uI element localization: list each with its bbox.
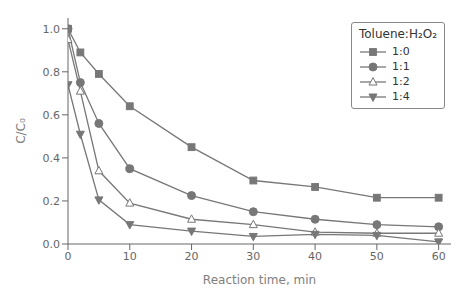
svg-text:20: 20 bbox=[185, 250, 199, 263]
svg-text:C/C₀: C/C₀ bbox=[14, 118, 28, 144]
svg-text:0.4: 0.4 bbox=[43, 152, 61, 165]
html-text:1:1: 1:1 bbox=[391, 60, 410, 73]
svg-text:0: 0 bbox=[65, 250, 72, 263]
html-text:1:0: 1:0 bbox=[391, 45, 410, 58]
html-text:1:4: 1:4 bbox=[391, 90, 410, 103]
svg-text:0.8: 0.8 bbox=[43, 66, 61, 79]
svg-text:60: 60 bbox=[432, 250, 446, 263]
svg-text:0.0: 0.0 bbox=[43, 238, 61, 251]
svg-text:40: 40 bbox=[308, 250, 322, 263]
svg-text:50: 50 bbox=[370, 250, 384, 263]
svg-text:0.6: 0.6 bbox=[43, 109, 61, 122]
svg-text:30: 30 bbox=[246, 250, 260, 263]
svg-text:Reaction time, min: Reaction time, min bbox=[203, 273, 316, 287]
svg-text:1.0: 1.0 bbox=[43, 23, 61, 36]
svg-text:10: 10 bbox=[123, 250, 137, 263]
html-text:Toluene:H₂O₂: Toluene:H₂O₂ bbox=[358, 27, 437, 41]
html-text:1:2: 1:2 bbox=[391, 75, 410, 88]
svg-text:0.2: 0.2 bbox=[43, 195, 61, 208]
